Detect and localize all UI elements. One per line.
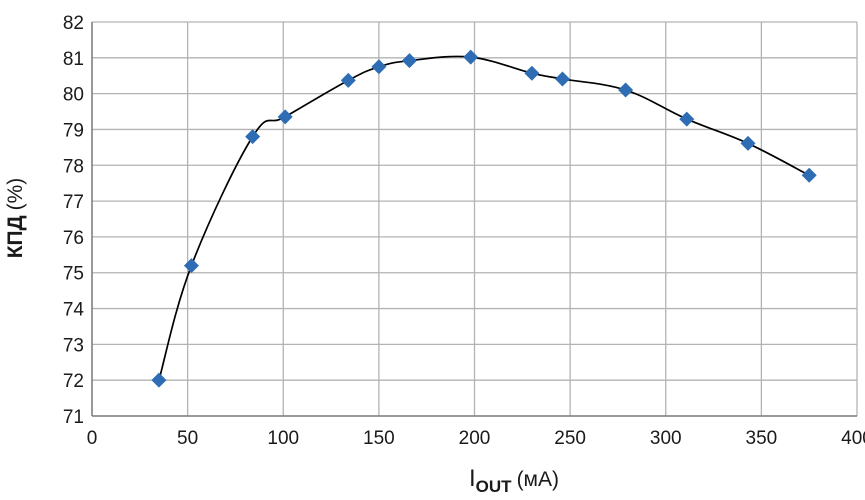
tick-labels: 71 72 73 74 75 76 77 78 79 80 81 82 0 50 100 150 200 250 3… [63, 13, 865, 449]
y-tick-label: 74 [63, 300, 85, 321]
y-tick-label: 80 [63, 85, 84, 106]
series-line-layer [158, 55, 810, 381]
y-axis-title-main: КПД [4, 215, 27, 258]
y-tick-label: 76 [63, 228, 84, 249]
y-tick-label: 78 [63, 156, 84, 177]
data-point-marker [183, 258, 199, 274]
data-point-marker [401, 53, 417, 69]
data-point-marker [245, 129, 261, 145]
data-point-marker [679, 111, 695, 127]
data-point-marker [371, 59, 387, 75]
y-tick-label: 71 [63, 407, 84, 428]
x-axis-title-main: I [469, 465, 476, 492]
data-point-marker [463, 49, 479, 65]
y-tick-label: 75 [63, 264, 84, 285]
y-tick-label: 72 [63, 371, 84, 392]
x-tick-label: 0 [87, 428, 98, 449]
data-point-marker [618, 82, 634, 98]
data-point-marker [801, 167, 817, 183]
x-tick-label: 350 [746, 428, 778, 449]
y-tick-label: 79 [63, 120, 84, 141]
y-tick-label: 73 [63, 335, 84, 356]
x-axis-title-subscript: OUT [476, 477, 513, 496]
y-axis-title: КПД (%) [4, 178, 27, 259]
x-axis-title: IOUT (мА) [469, 465, 559, 496]
series-line [158, 55, 810, 381]
data-point-marker [340, 72, 356, 88]
x-axis-title-unit: (мА) [517, 468, 559, 491]
x-tick-label: 400 [841, 428, 865, 449]
y-tick-label: 82 [63, 13, 84, 34]
x-tick-label: 300 [650, 428, 682, 449]
grid [91, 21, 858, 417]
y-tick-label: 77 [63, 192, 84, 213]
data-point-marker [524, 65, 540, 81]
x-tick-label: 50 [177, 428, 198, 449]
axes [91, 22, 857, 417]
data-point-marker [554, 71, 570, 87]
data-point-marker [151, 372, 167, 388]
series-markers [151, 49, 817, 388]
data-point-marker [740, 135, 756, 151]
x-tick-label: 200 [459, 428, 491, 449]
x-tick-label: 100 [267, 428, 299, 449]
y-axis-title-unit: (%) [4, 178, 27, 211]
data-point-marker [277, 109, 293, 125]
y-tick-label: 81 [63, 49, 84, 70]
x-tick-label: 250 [554, 428, 586, 449]
x-tick-label: 150 [363, 428, 395, 449]
